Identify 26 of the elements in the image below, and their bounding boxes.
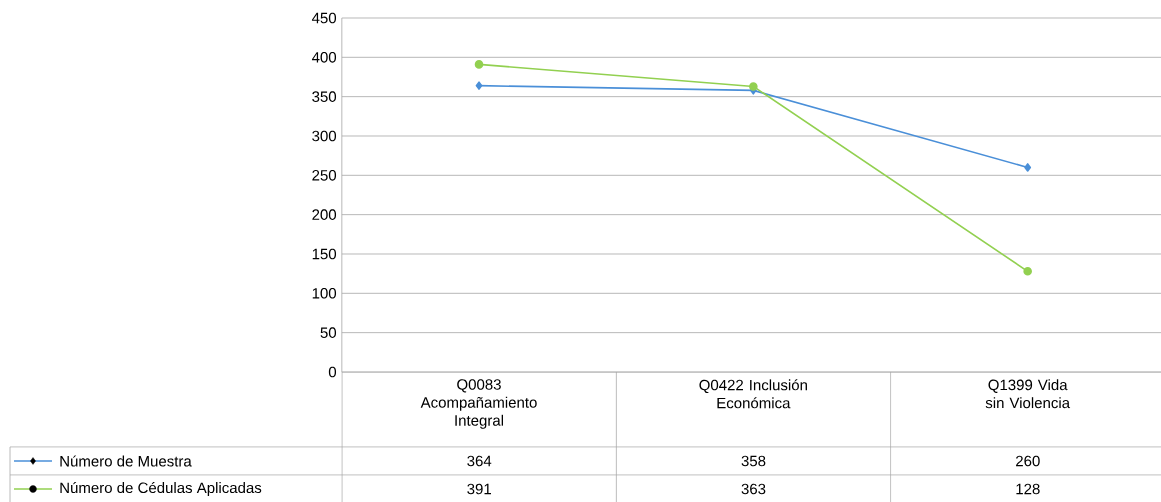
data-label: 391 [467,483,491,495]
y-tick-label: 250 [312,170,337,181]
y-tick-label: 200 [312,209,337,220]
y-tick-label: 300 [312,130,337,142]
y-tick-label: 350 [312,91,337,102]
data-label: 358 [741,455,766,467]
data-label: 363 [741,483,766,495]
x-tick-label: Q0422 Inclusión Económica [699,379,807,409]
x-tick-label: Q1399 Vida sin Violencia [985,379,1071,409]
y-tick-label: 0 [328,366,337,378]
y-tick-label: 100 [312,288,337,299]
point [749,82,758,91]
x-tick-label: Q0083 Acompañamiento Integral [420,379,537,429]
y-tick-label: 150 [312,248,337,260]
data-label: 260 [1016,455,1040,467]
legend-label: Número de Cédulas Aplicadas [60,481,262,497]
data-label: 128 [1016,483,1040,495]
y-tick-label: 450 [311,12,337,24]
point [1023,266,1032,276]
point [475,81,483,90]
legend-label: Número de Muestra [60,455,192,467]
point [1024,163,1032,172]
y-tick-label: 50 [320,327,337,338]
y-tick-label: 400 [311,52,337,63]
point [474,60,484,69]
data-label: 364 [467,455,492,467]
